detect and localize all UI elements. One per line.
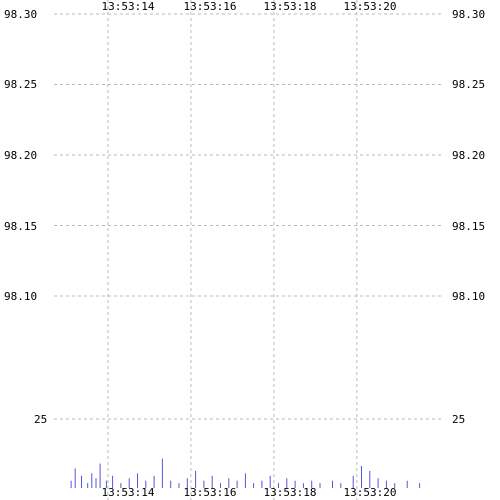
- volume-bar-1: [74, 468, 76, 488]
- x-tick-bottom-2: 13:53:16: [184, 486, 237, 499]
- y-tick-left-2: 98.25: [4, 78, 37, 91]
- volume-axis-label-right: 25: [452, 413, 465, 426]
- y-tick-right-2: 98.25: [452, 78, 485, 91]
- volume-bar-43: [419, 483, 421, 488]
- volume-bar-12: [145, 480, 147, 488]
- volume-bar-14: [161, 458, 163, 488]
- volume-bar-24: [244, 473, 246, 488]
- volume-bar-29: [286, 478, 288, 488]
- x-tick-top-4: 13:53:20: [344, 0, 397, 13]
- y-tick-left-5: 98.10: [4, 290, 37, 303]
- volume-bar-15: [170, 480, 172, 488]
- volume-bar-30: [294, 480, 296, 488]
- y-tick-right-5: 98.10: [452, 290, 485, 303]
- volume-bar-39: [377, 478, 379, 488]
- volume-bar-42: [406, 480, 408, 488]
- volume-bar-38: [369, 470, 371, 488]
- volume-bar-2: [81, 475, 82, 488]
- axis-labels: 13:53:14 13:53:16 13:53:18 13:53:20 13:5…: [4, 0, 485, 499]
- volume-bar-22: [228, 478, 230, 488]
- volume-bar-40: [385, 480, 387, 488]
- volume-bar-23: [236, 480, 238, 488]
- x-tick-top-3: 13:53:18: [264, 0, 317, 13]
- volume-bar-27: [269, 475, 271, 488]
- grid-layer: [54, 0, 444, 500]
- volume-bar-21: [220, 483, 221, 488]
- volume-bar-37: [361, 466, 362, 488]
- volume-bar-25: [253, 483, 255, 488]
- volume-bar-6: [99, 463, 101, 488]
- y-tick-right-4: 98.15: [452, 220, 485, 233]
- volume-bar-36: [352, 475, 354, 488]
- volume-bar-13: [153, 475, 155, 488]
- y-tick-right-1: 98.30: [452, 8, 485, 21]
- volume-bar-4: [91, 473, 93, 488]
- volume-bar-3: [87, 483, 89, 488]
- y-tick-left-3: 98.20: [4, 149, 37, 162]
- volume-bar-18: [195, 470, 197, 488]
- volume-bar-34: [332, 480, 333, 488]
- volume-bar-19: [203, 480, 205, 488]
- volume-bar-8: [112, 475, 114, 488]
- volume-axis-label-left: 25: [34, 413, 47, 426]
- x-tick-bottom-3: 13:53:18: [264, 486, 317, 499]
- volume-bar-28: [278, 483, 279, 488]
- volume-bar-10: [128, 478, 130, 488]
- volume-bar-7: [105, 480, 107, 488]
- x-tick-bottom-4: 13:53:20: [344, 486, 397, 499]
- volume-bar-17: [186, 478, 188, 488]
- volume-bar-16: [178, 483, 180, 488]
- volume-bar-11: [137, 473, 138, 488]
- volume-bar-26: [261, 480, 263, 488]
- volume-bar-33: [319, 483, 321, 488]
- volume-bar-5: [95, 478, 97, 488]
- x-tick-bottom-1: 13:53:14: [102, 486, 155, 499]
- y-tick-left-4: 98.15: [4, 220, 37, 233]
- volume-bar-9: [120, 483, 122, 488]
- x-tick-top-2: 13:53:16: [184, 0, 237, 13]
- volume-bars: [70, 458, 421, 488]
- y-tick-left-1: 98.30: [4, 8, 37, 21]
- volume-bar-35: [340, 483, 342, 488]
- volume-bar-20: [211, 475, 213, 488]
- y-tick-right-3: 98.20: [452, 149, 485, 162]
- volume-bar-41: [394, 483, 396, 488]
- x-tick-top-1: 13:53:14: [102, 0, 155, 13]
- volume-bar-32: [311, 480, 313, 488]
- volume-bar-0: [70, 480, 72, 488]
- volume-bar-31: [302, 483, 304, 488]
